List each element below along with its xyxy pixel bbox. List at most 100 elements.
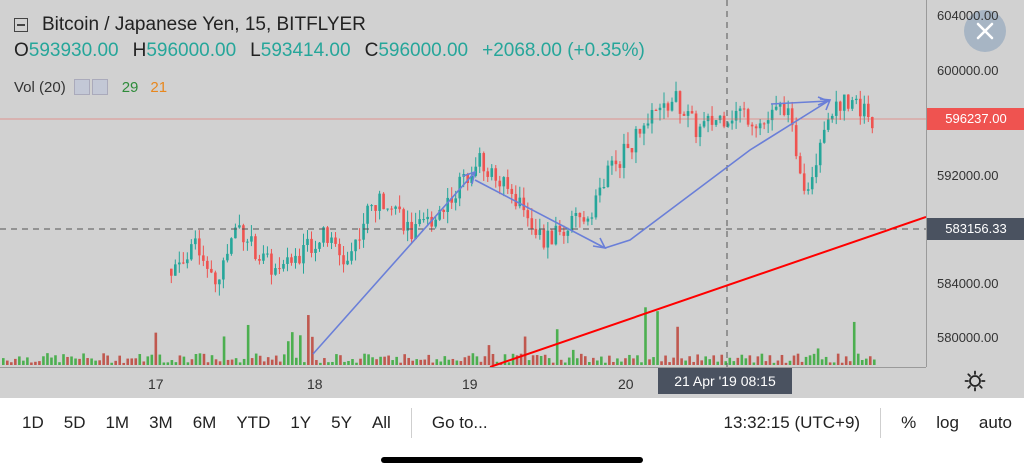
time-axis[interactable]: 17 18 19 20 (0, 367, 926, 399)
candle-body (542, 229, 546, 248)
volume-bar (495, 361, 499, 365)
settings-button[interactable] (962, 370, 988, 396)
candle-body (486, 171, 490, 177)
candle-body (866, 103, 870, 118)
timeframe-5d[interactable]: 5D (63, 413, 86, 432)
price-chart[interactable] (0, 0, 926, 367)
price-axis[interactable]: 604000.00 600000.00 596237.00 592000.00 … (926, 0, 1024, 367)
candle-body (566, 230, 570, 236)
volume-bar (182, 356, 186, 365)
candle-body (598, 187, 602, 196)
candle-body (862, 103, 866, 117)
ohlc-row: O 593930.00 H 596000.00 L 593414.00 C 596000… (14, 38, 659, 64)
volume-bar (551, 362, 555, 365)
ohlc-high-value: 596000.00 (146, 40, 237, 61)
volume-bar (122, 362, 126, 365)
percent-toggle[interactable]: % (901, 413, 917, 432)
volume-bar (282, 354, 286, 365)
timeframe-ytd[interactable]: YTD (236, 413, 271, 432)
close-button[interactable] (964, 10, 1006, 52)
candle-body (510, 188, 514, 194)
candle-body (778, 103, 782, 107)
volume-bar (632, 358, 635, 365)
volume-bar (226, 359, 230, 365)
volume-bar (744, 358, 748, 365)
volume-remove-icon[interactable] (91, 79, 108, 95)
candle-body (562, 231, 566, 236)
candle-body (558, 225, 562, 232)
volume-bar (732, 361, 736, 365)
candle-body (702, 121, 706, 127)
timeframe-all[interactable]: All (371, 413, 391, 432)
volume-bar (680, 358, 683, 365)
volume-bar (768, 355, 772, 365)
volume-bar (250, 358, 254, 365)
candle-body (638, 128, 642, 134)
candle-body (418, 219, 421, 225)
candle-body (718, 115, 722, 121)
volume-bar (387, 355, 390, 365)
timeframe-3m[interactable]: 3M (149, 413, 173, 432)
candle-body (858, 98, 862, 117)
volume-bar (868, 356, 872, 365)
volume-bar (652, 357, 655, 365)
candle-body (426, 216, 429, 220)
timeframe-5y[interactable]: 5Y (331, 413, 352, 432)
timeframe-1y[interactable]: 1Y (290, 413, 312, 432)
goto-button[interactable]: Go to... (431, 413, 488, 432)
volume-bar (278, 361, 282, 365)
volume-bar (130, 358, 134, 365)
chart-area[interactable]: Bitcoin / Japanese Yen, 15, BITFLYER O 59… (0, 0, 1024, 398)
volume-bar (258, 355, 262, 365)
candle-body (214, 272, 217, 285)
volume-bar (860, 359, 864, 365)
timeframe-6m[interactable]: 6M (192, 413, 217, 432)
candle-body (266, 253, 269, 255)
volume-bar (604, 362, 607, 365)
volume-bar (166, 362, 170, 365)
candle-body (698, 126, 702, 138)
volume-bar (383, 356, 386, 365)
candle-body (302, 245, 305, 264)
candle-body (334, 237, 337, 244)
candle-body (210, 268, 213, 273)
volume-bar (736, 357, 740, 365)
volume-bar (475, 356, 479, 365)
volume-bar (26, 357, 29, 365)
timeframe-1m[interactable]: 1M (105, 413, 130, 432)
candle-body (518, 197, 522, 207)
volume-bar (138, 354, 142, 365)
crosshair-time-tag: 21 Apr '19 08:15 (658, 368, 792, 394)
volume-bar (708, 359, 712, 365)
volume-settings-icon[interactable] (73, 79, 90, 95)
candle-body (434, 219, 437, 227)
volume-bar (864, 358, 868, 365)
volume-bar (154, 332, 158, 365)
volume-bar (403, 354, 406, 365)
candle-body (314, 248, 317, 253)
collapse-icon[interactable] (14, 18, 28, 32)
candle-body (798, 156, 802, 174)
log-toggle[interactable]: log (936, 413, 959, 432)
volume-bar (170, 360, 174, 365)
clock-timezone[interactable]: 13:32:15 (UTC+9) (723, 413, 861, 432)
ohlc-low-key: L (250, 40, 261, 61)
toolbar-divider (880, 408, 882, 438)
candle-body (662, 103, 666, 108)
volume-bar (106, 355, 109, 365)
volume-bar (415, 359, 419, 365)
candle-body (642, 125, 646, 134)
candle-body (678, 91, 682, 114)
candle-body (786, 108, 790, 116)
timeframe-1d[interactable]: 1D (22, 413, 44, 432)
candle-body (710, 115, 714, 125)
volume-bar (656, 311, 659, 365)
volume-bar (608, 355, 611, 365)
candle-body (782, 103, 786, 116)
volume-bar (286, 341, 290, 365)
volume-bar (816, 348, 820, 365)
volume-bar (812, 353, 816, 365)
auto-toggle[interactable]: auto (978, 413, 1012, 432)
candle-body (846, 94, 850, 109)
volume-bar (274, 355, 278, 365)
